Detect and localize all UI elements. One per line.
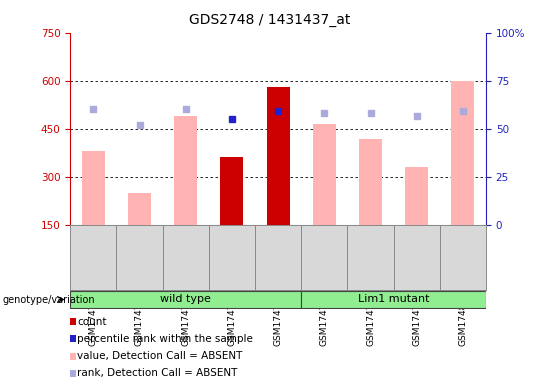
Bar: [405, 167, 428, 225]
Bar: [128, 193, 151, 225]
Bar: [301, 291, 486, 308]
Bar: [313, 124, 336, 225]
Text: genotype/variation: genotype/variation: [3, 295, 96, 305]
Bar: [220, 157, 244, 225]
Text: rank, Detection Call = ABSENT: rank, Detection Call = ABSENT: [77, 368, 238, 379]
Text: value, Detection Call = ABSENT: value, Detection Call = ABSENT: [77, 351, 242, 361]
Text: wild type: wild type: [160, 294, 211, 304]
Text: GDS2748 / 1431437_at: GDS2748 / 1431437_at: [190, 13, 350, 27]
Bar: [70, 291, 301, 308]
Text: percentile rank within the sample: percentile rank within the sample: [77, 334, 253, 344]
Bar: [359, 139, 382, 225]
Bar: [267, 87, 289, 225]
Text: count: count: [77, 316, 106, 327]
Bar: [451, 81, 475, 225]
Bar: [82, 151, 105, 225]
Bar: [174, 116, 197, 225]
Text: Lim1 mutant: Lim1 mutant: [358, 294, 429, 304]
